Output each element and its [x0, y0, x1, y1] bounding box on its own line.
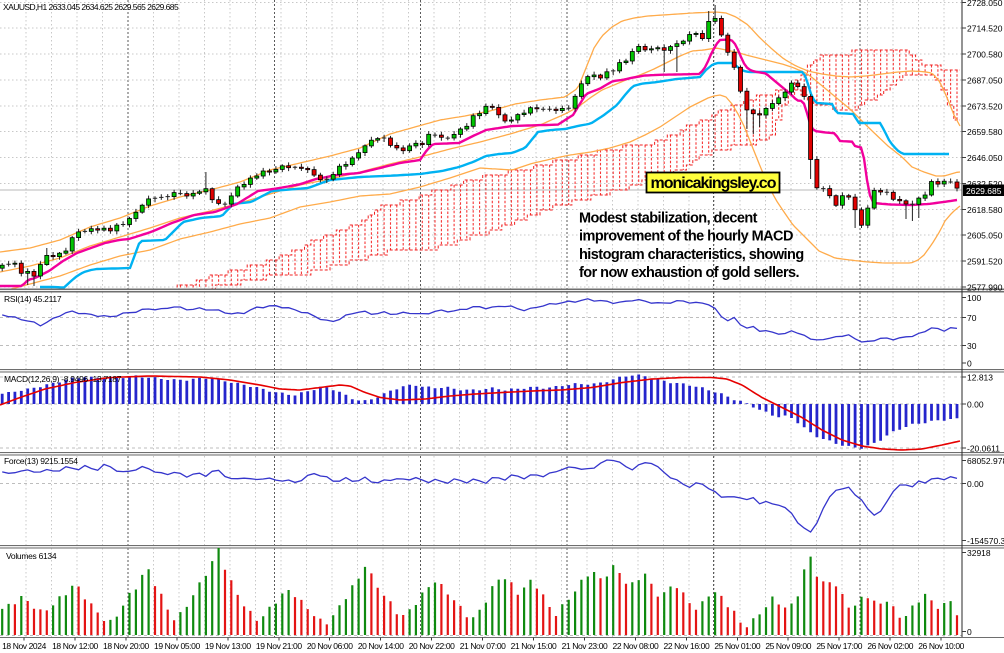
svg-text:18 Nov 12:00: 18 Nov 12:00: [52, 641, 98, 651]
svg-text:18 Nov 2024: 18 Nov 2024: [2, 641, 46, 651]
svg-text:2728.050: 2728.050: [967, 0, 1003, 8]
svg-text:19 Nov 21:00: 19 Nov 21:00: [256, 641, 302, 651]
svg-text:26 Nov 10:00: 26 Nov 10:00: [918, 641, 964, 651]
svg-text:2700.580: 2700.580: [967, 50, 1003, 60]
svg-text:2673.520: 2673.520: [967, 101, 1003, 111]
svg-text:20 Nov 22:00: 20 Nov 22:00: [409, 641, 455, 651]
svg-text:2629.685: 2629.685: [966, 186, 1002, 196]
svg-text:0: 0: [967, 627, 972, 637]
svg-text:Force(13) 9215.1554: Force(13) 9215.1554: [4, 456, 78, 466]
svg-text:2577.990: 2577.990: [967, 282, 1003, 292]
svg-text:0: 0: [967, 359, 972, 369]
svg-text:2646.050: 2646.050: [967, 153, 1003, 163]
svg-text:XAUUSD,H1 2633.045 2634.625 26: XAUUSD,H1 2633.045 2634.625 2629.565 262…: [3, 2, 179, 12]
svg-text:2687.050: 2687.050: [967, 75, 1003, 85]
svg-text:22 Nov 08:00: 22 Nov 08:00: [613, 641, 659, 651]
svg-text:22 Nov 16:00: 22 Nov 16:00: [664, 641, 710, 651]
svg-text:12.813: 12.813: [967, 373, 993, 383]
svg-text:improvement of the hourly MACD: improvement of the hourly MACD: [579, 229, 793, 245]
svg-text:30: 30: [967, 341, 977, 351]
svg-text:for now exhaustion of gold sel: for now exhaustion of gold sellers.: [579, 265, 800, 281]
svg-text:2605.050: 2605.050: [967, 231, 1003, 241]
svg-text:19 Nov 05:00: 19 Nov 05:00: [154, 641, 200, 651]
svg-text:2659.580: 2659.580: [967, 127, 1003, 137]
svg-text:histogram characteristics, sho: histogram characteristics, showing: [579, 247, 804, 263]
svg-text:RSI(14) 45.2117: RSI(14) 45.2117: [4, 294, 62, 304]
svg-text:MACD(12,26,9) -8.9496 -13.7187: MACD(12,26,9) -8.9496 -13.7187: [4, 374, 122, 384]
svg-text:2618.580: 2618.580: [967, 205, 1003, 215]
svg-text:32918: 32918: [967, 548, 991, 558]
svg-text:20 Nov 14:00: 20 Nov 14:00: [358, 641, 404, 651]
svg-text:68052.9782: 68052.9782: [967, 456, 1004, 466]
svg-text:25 Nov 09:00: 25 Nov 09:00: [765, 641, 811, 651]
svg-text:21 Nov 07:00: 21 Nov 07:00: [460, 641, 506, 651]
svg-text:20 Nov 06:00: 20 Nov 06:00: [307, 641, 353, 651]
svg-text:100: 100: [967, 293, 981, 303]
svg-text:18 Nov 20:00: 18 Nov 20:00: [103, 641, 149, 651]
svg-text:70: 70: [967, 313, 977, 323]
svg-text:monicakingsley.co: monicakingsley.co: [651, 175, 777, 192]
svg-text:-154570.3906: -154570.3906: [967, 536, 1004, 546]
svg-text:Volumes 6134: Volumes 6134: [6, 551, 57, 561]
svg-text:19 Nov 13:00: 19 Nov 13:00: [205, 641, 251, 651]
svg-text:Modest stabilization, decent: Modest stabilization, decent: [579, 211, 758, 227]
svg-text:2632.520: 2632.520: [967, 179, 1003, 189]
svg-text:2591.520: 2591.520: [967, 257, 1003, 267]
svg-text:0.00: 0.00: [967, 479, 984, 489]
svg-text:25 Nov 01:00: 25 Nov 01:00: [714, 641, 760, 651]
svg-text:25 Nov 17:00: 25 Nov 17:00: [816, 641, 862, 651]
svg-text:-20.0611: -20.0611: [967, 444, 1000, 454]
svg-text:21 Nov 15:00: 21 Nov 15:00: [511, 641, 557, 651]
svg-text:0.00: 0.00: [967, 400, 984, 410]
svg-text:26 Nov 02:00: 26 Nov 02:00: [867, 641, 913, 651]
svg-text:21 Nov 23:00: 21 Nov 23:00: [562, 641, 608, 651]
svg-text:2714.520: 2714.520: [967, 24, 1003, 34]
